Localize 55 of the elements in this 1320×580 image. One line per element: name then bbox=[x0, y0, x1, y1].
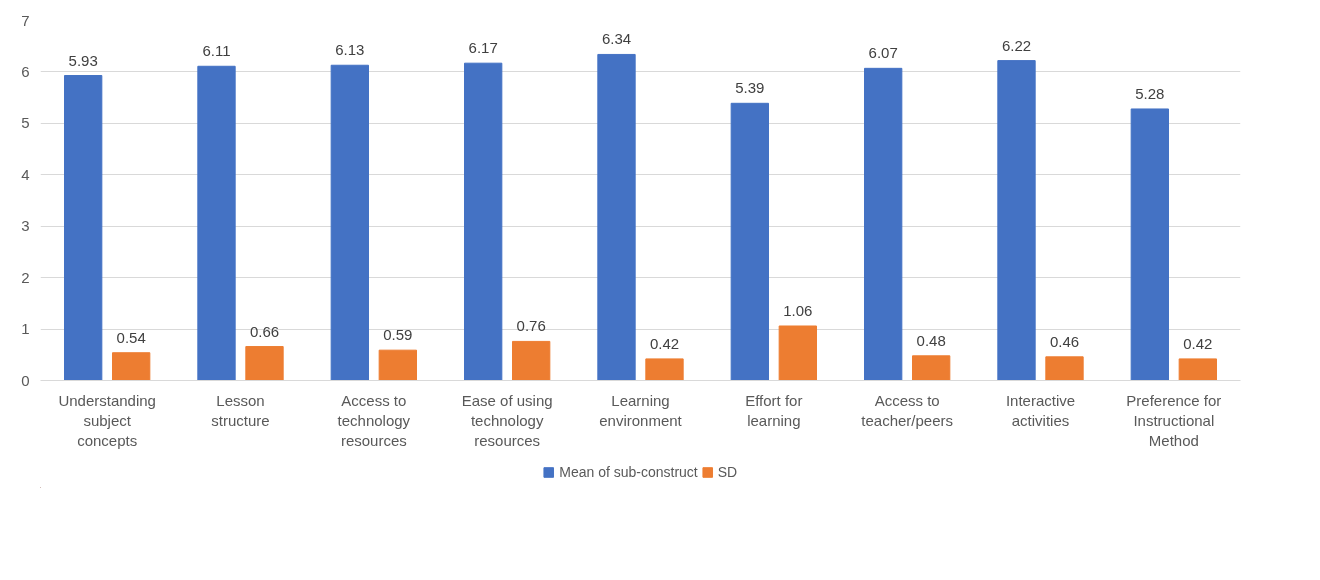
x-tick-label: Access to teacher/peers bbox=[861, 391, 954, 429]
y-tick-label: 5 bbox=[21, 114, 30, 132]
data-label: 6.13 bbox=[335, 41, 365, 59]
data-label: 0.76 bbox=[516, 317, 546, 335]
bar bbox=[64, 75, 103, 381]
bar bbox=[1130, 108, 1169, 381]
bar bbox=[378, 349, 417, 381]
x-tick-label: Understanding subject concepts bbox=[58, 391, 156, 450]
x-tick-label: Lesson structure bbox=[211, 391, 270, 429]
data-label: 6.34 bbox=[601, 30, 632, 48]
y-tick-label: 0 bbox=[21, 371, 30, 389]
data-label: 6.17 bbox=[468, 39, 498, 57]
y-tick-label: 3 bbox=[21, 217, 30, 235]
y-tick-label: 4 bbox=[21, 165, 30, 183]
y-tick-label: 6 bbox=[21, 62, 30, 80]
y-tick-label: 2 bbox=[21, 268, 30, 286]
legend-label: SD bbox=[717, 464, 738, 480]
data-label: 0.42 bbox=[1183, 334, 1213, 352]
bar bbox=[730, 102, 769, 381]
bar bbox=[912, 355, 951, 381]
data-label: 0.48 bbox=[916, 331, 946, 349]
bar bbox=[197, 65, 236, 381]
bar bbox=[1178, 358, 1217, 381]
data-label: 5.93 bbox=[68, 51, 98, 69]
bar bbox=[512, 340, 551, 381]
x-tick-label: Preference for Instructional Method bbox=[1126, 391, 1222, 450]
bar bbox=[112, 352, 151, 381]
bar bbox=[245, 346, 284, 381]
data-label: 0.54 bbox=[116, 328, 146, 346]
data-label: 6.07 bbox=[868, 44, 898, 62]
bar bbox=[597, 53, 636, 381]
data-label: 1.06 bbox=[783, 301, 813, 319]
x-tick-label: Access to technology resources bbox=[337, 391, 411, 450]
data-label: 0.59 bbox=[383, 326, 413, 344]
bar bbox=[464, 62, 503, 381]
data-label: 0.66 bbox=[249, 322, 280, 340]
data-label: 5.39 bbox=[735, 79, 765, 97]
x-tick-label: Learning environment bbox=[599, 391, 683, 429]
data-label: 6.11 bbox=[202, 42, 231, 60]
y-tick-label: 1 bbox=[21, 320, 30, 338]
bar bbox=[1045, 356, 1084, 381]
bar bbox=[778, 325, 817, 381]
y-tick-label: 7 bbox=[21, 11, 30, 29]
x-tick-label: Interactive activities bbox=[1005, 391, 1076, 429]
x-tick-label: Effort for learning bbox=[745, 391, 803, 429]
data-label: 0.46 bbox=[1049, 332, 1080, 350]
x-tick-label: Ease of using technology resources bbox=[461, 391, 553, 450]
data-label: 5.28 bbox=[1135, 84, 1165, 102]
bar bbox=[864, 67, 903, 381]
bar bbox=[645, 358, 684, 381]
bar bbox=[997, 60, 1036, 381]
legend-label: Mean of sub-construct bbox=[559, 464, 698, 480]
data-label: 6.22 bbox=[1001, 36, 1032, 54]
bar bbox=[330, 64, 369, 381]
data-label: 0.42 bbox=[649, 334, 680, 352]
